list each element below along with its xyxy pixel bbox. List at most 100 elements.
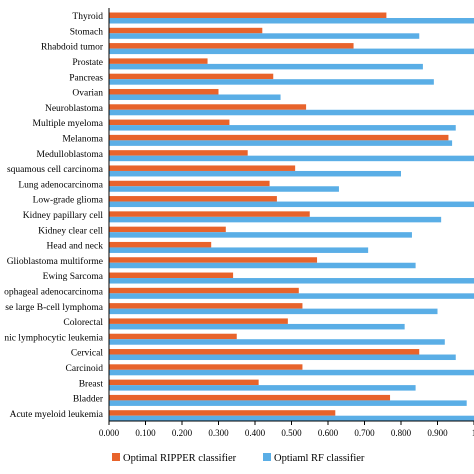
category-label: Lung adenocarcinoma <box>18 180 103 190</box>
ripper-bar-13 <box>109 211 310 217</box>
legend-label: Optiaml RF classifier <box>274 453 365 464</box>
rf-bar-4 <box>109 79 434 85</box>
rf-bar-19 <box>109 308 438 315</box>
legend: Optimal RIPPER classifier Optiaml RF clas… <box>112 453 365 464</box>
ripper-bar-17 <box>109 272 234 279</box>
legend-label: Optimal RIPPER classifier <box>123 453 237 464</box>
category-label: Ewing Sarcoma <box>43 272 104 282</box>
rf-bar-2 <box>109 48 474 55</box>
ripper-bar-20 <box>109 318 288 324</box>
rf-bar-20 <box>109 323 405 330</box>
category-label: se large B-cell lymphoma <box>5 303 103 313</box>
ripper-bar-22 <box>109 349 420 355</box>
ripper-bar-24 <box>109 379 259 386</box>
x-tick-label: 0.000 <box>99 428 120 438</box>
rf-bar-0 <box>109 18 474 24</box>
rf-bar-15 <box>109 247 369 253</box>
rf-bar-25 <box>109 400 467 406</box>
ripper-bar-16 <box>109 257 318 263</box>
ripper-bar-11 <box>109 180 270 187</box>
category-label: Acute myeloid leukemia <box>10 410 104 420</box>
category-label: Kidney clear cell <box>38 226 103 236</box>
ripper-bar-18 <box>109 287 299 294</box>
ripper-bar-12 <box>109 196 277 202</box>
category-label: Melanoma <box>62 135 103 145</box>
category-label: Multiple myeloma <box>33 119 104 129</box>
ripper-bar-14 <box>109 226 226 233</box>
x-tick-label: 0.400 <box>245 428 266 438</box>
category-label: Medulloblastoma <box>37 150 104 160</box>
category-label: Rhabdoid tumor <box>41 43 104 53</box>
category-label: Breast <box>79 379 104 389</box>
ripper-bar-10 <box>109 165 296 171</box>
ripper-bar-23 <box>109 364 303 370</box>
ripper-bar-9 <box>109 150 248 156</box>
legend-swatch <box>263 453 271 461</box>
rf-bar-3 <box>109 63 423 70</box>
category-label: Ovarian <box>72 89 103 99</box>
ripper-bar-4 <box>109 73 274 80</box>
x-tick-label: 0.200 <box>172 428 193 438</box>
ripper-bar-0 <box>109 12 387 18</box>
category-label: Pancreas <box>69 73 103 83</box>
category-label: Prostate <box>72 58 103 68</box>
x-tick-label: 0.800 <box>391 428 412 438</box>
category-label: Kidney papillary cell <box>23 211 104 221</box>
ripper-bar-2 <box>109 43 354 49</box>
category-label: Thyroid <box>72 12 103 22</box>
category-label: Bladder <box>73 395 104 405</box>
rf-bar-13 <box>109 216 442 223</box>
x-tick-label: 0.500 <box>281 428 302 438</box>
rf-bar-14 <box>109 232 412 238</box>
legend-swatch <box>112 453 120 461</box>
category-label: nic lymphocytic leukemia <box>4 333 103 343</box>
rf-bar-9 <box>109 155 474 162</box>
category-label: Cervical <box>71 349 104 359</box>
ripper-bar-25 <box>109 394 391 401</box>
x-tick-label: 0.300 <box>208 428 229 438</box>
category-labels: Thyroid Stomach Rhabdoid tumor Prostate Panc… <box>4 12 104 420</box>
ripper-bar-8 <box>109 134 449 141</box>
category-label: ophageal adenocarcinoma <box>4 287 104 297</box>
category-label: Stomach <box>70 27 103 37</box>
ripper-bar-3 <box>109 58 208 64</box>
ripper-bar-6 <box>109 104 307 110</box>
rf-bar-7 <box>109 125 456 131</box>
category-label: Low-grade glioma <box>33 196 104 206</box>
rf-bar-18 <box>109 293 474 299</box>
category-label: Glioblastoma multiforme <box>7 256 103 267</box>
rf-bar-24 <box>109 385 416 391</box>
x-tick-label: 0.600 <box>318 428 339 438</box>
ripper-bar-19 <box>109 303 303 309</box>
rf-bar-8 <box>109 140 453 146</box>
ripper-bar-1 <box>109 27 263 34</box>
category-label: squamous cell carcinoma <box>7 165 104 175</box>
rf-bar-22 <box>109 354 456 361</box>
x-axis-ticks: 0.000 0.100 0.200 0.300 0.400 0.500 0.600 0.700… <box>99 421 474 438</box>
ripper-bar-5 <box>109 88 219 95</box>
x-tick-label: 0.900 <box>427 428 448 438</box>
x-tick-label: 1 <box>472 428 474 438</box>
category-label: Carcinoid <box>66 364 104 374</box>
bars-group <box>109 12 474 422</box>
x-tick-label: 0.700 <box>354 428 375 438</box>
rf-bar-1 <box>109 33 420 39</box>
rf-bar-16 <box>109 262 416 269</box>
ripper-bar-7 <box>109 119 230 126</box>
ripper-bar-15 <box>109 241 212 248</box>
ripper-bar-21 <box>109 333 237 340</box>
rf-bar-10 <box>109 170 401 177</box>
rf-bar-23 <box>109 369 474 376</box>
category-label: Neuroblastoma <box>45 104 104 114</box>
rf-bar-5 <box>109 94 281 100</box>
rf-bar-26 <box>109 415 474 422</box>
rf-bar-21 <box>109 339 445 345</box>
rf-bar-11 <box>109 186 339 192</box>
rf-bar-6 <box>109 109 474 116</box>
ripper-bar-26 <box>109 410 336 416</box>
rf-bar-17 <box>109 278 474 284</box>
category-label: Head and neck <box>47 242 104 252</box>
category-label: Colorectal <box>63 318 103 328</box>
rf-bar-12 <box>109 201 474 208</box>
